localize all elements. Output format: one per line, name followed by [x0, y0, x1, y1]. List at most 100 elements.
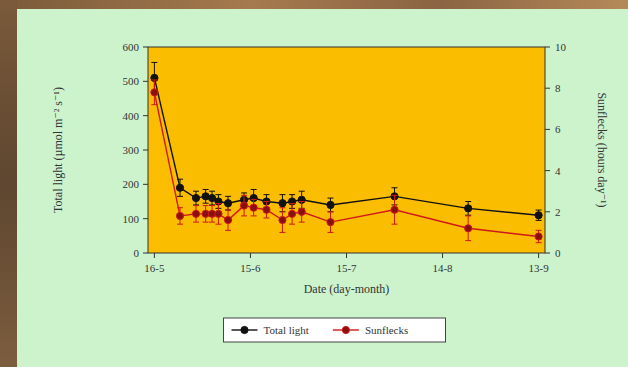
error-cap: [279, 207, 285, 208]
x-tick-label: 15-6: [240, 262, 261, 274]
error-bar: [299, 202, 305, 223]
y-tick-label: 300: [123, 144, 140, 156]
page: 0100200300400500600024681016-515-615-714…: [0, 0, 628, 367]
y-tick-label: 0: [134, 247, 140, 259]
error-bar: [327, 212, 333, 233]
marker: [263, 206, 270, 213]
x-tick-label: 13-9: [529, 262, 550, 274]
marker: [176, 184, 183, 191]
marker: [535, 212, 542, 219]
error-cap: [327, 198, 333, 199]
legend-label: Sunflecks: [365, 324, 408, 336]
error-cap: [209, 205, 215, 206]
y-tick-label: 500: [123, 75, 140, 87]
marker: [250, 204, 257, 211]
error-cap: [279, 232, 285, 233]
y2-tick: [545, 211, 550, 212]
error-bar: [215, 204, 221, 225]
error-cap: [241, 192, 247, 193]
error-cap: [203, 205, 209, 206]
error-cap: [209, 222, 215, 223]
error-bar: [177, 179, 183, 196]
plot-area: [148, 47, 545, 253]
error-bar: [209, 206, 215, 222]
error-bar: [177, 208, 183, 224]
error-cap: [225, 196, 231, 197]
error-cap: [251, 215, 257, 216]
error-cap: [209, 191, 215, 192]
error-cap: [251, 189, 257, 190]
x-tick: [442, 253, 443, 258]
error-cap: [241, 215, 247, 216]
y-tick: [143, 218, 148, 219]
legend-box: [224, 318, 446, 342]
marker: [298, 208, 305, 215]
series-line: [154, 78, 538, 215]
plot-frame: [148, 47, 545, 253]
error-cap: [299, 222, 305, 223]
error-cap: [327, 232, 333, 233]
y-tick: [143, 81, 148, 82]
error-bar: [465, 202, 471, 216]
error-bar: [327, 198, 333, 212]
error-cap: [203, 222, 209, 223]
error-bar: [536, 230, 542, 242]
y-tick: [143, 150, 148, 151]
marker: [192, 194, 199, 201]
error-cap: [536, 230, 542, 231]
marker: [151, 74, 158, 81]
marker: [288, 198, 295, 205]
y2-tick-label: 0: [555, 247, 561, 259]
marker: [224, 200, 231, 207]
error-cap: [289, 224, 295, 225]
marker: [215, 198, 222, 205]
x-tick-label: 16-5: [144, 262, 165, 274]
x-tick: [250, 253, 251, 258]
error-cap: [215, 194, 221, 195]
error-cap: [215, 203, 221, 204]
error-cap: [465, 215, 471, 216]
y-tick: [143, 253, 148, 254]
error-cap: [251, 199, 257, 200]
error-cap: [193, 204, 199, 205]
legend-marker: [241, 326, 248, 333]
error-cap: [215, 224, 221, 225]
error-bar: [203, 206, 209, 222]
data-group: [151, 62, 542, 242]
error-bar: [536, 210, 542, 220]
error-cap: [289, 203, 295, 204]
legend: Total lightSunflecks: [224, 318, 446, 342]
error-cap: [299, 201, 305, 202]
x-tick: [538, 253, 539, 258]
error-cap: [151, 62, 157, 63]
marker: [215, 210, 222, 217]
error-bar: [241, 195, 247, 216]
error-bar: [251, 199, 257, 215]
error-cap: [151, 79, 157, 80]
marker: [192, 210, 199, 217]
error-cap: [536, 210, 542, 211]
x-tick: [346, 253, 347, 258]
error-cap: [193, 205, 199, 206]
marker: [465, 205, 472, 212]
x-tick-label: 14-8: [432, 262, 453, 274]
error-bar: [289, 204, 295, 225]
legend-marker: [342, 326, 349, 333]
error-bar: [203, 189, 209, 203]
y2-tick: [545, 88, 550, 89]
error-cap: [263, 217, 269, 218]
error-cap: [177, 224, 183, 225]
y-tick: [143, 47, 148, 48]
marker: [151, 89, 158, 96]
error-cap: [327, 211, 333, 212]
photo-edge: [0, 0, 17, 367]
error-cap: [299, 191, 305, 192]
marker: [279, 216, 286, 223]
error-cap: [392, 224, 398, 225]
error-cap: [465, 240, 471, 241]
error-cap: [465, 201, 471, 202]
y-tick: [143, 115, 148, 116]
error-cap: [225, 230, 231, 231]
y-tick-label: 200: [123, 178, 140, 190]
y-tick-label: 400: [123, 110, 140, 122]
